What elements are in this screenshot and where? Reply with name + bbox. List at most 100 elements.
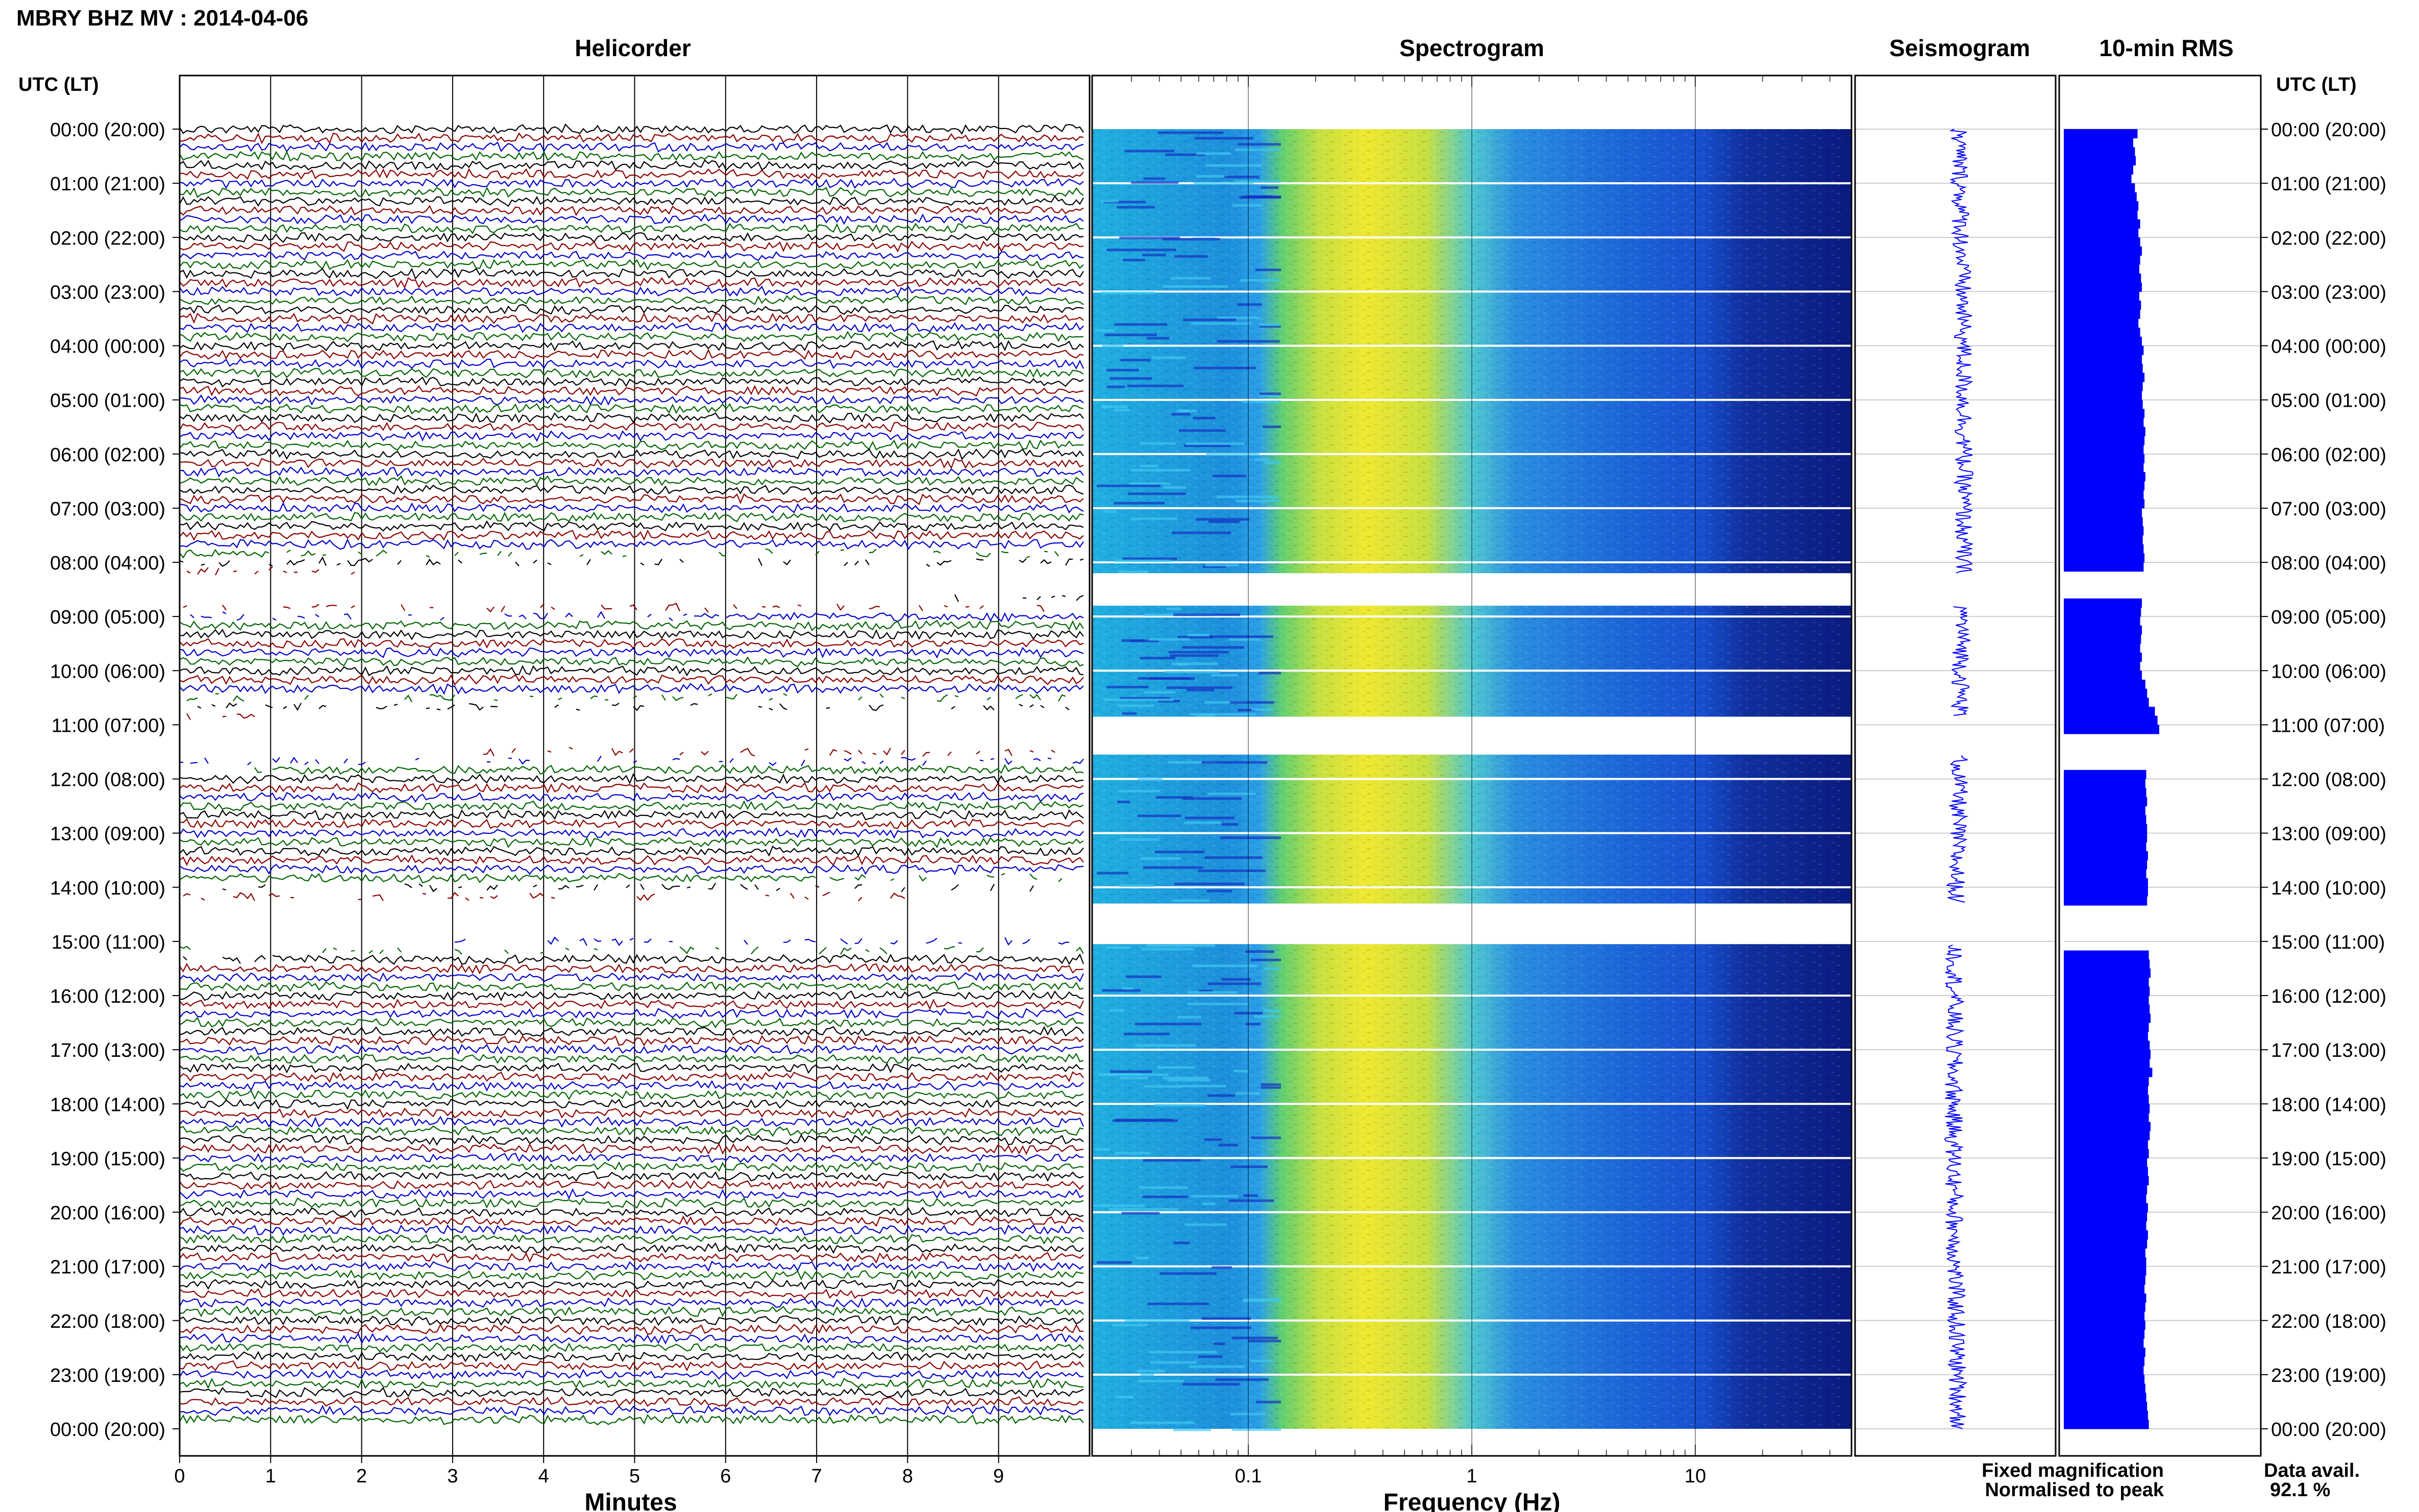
spectrogram-streak [1238, 143, 1281, 146]
spectrogram-streak [1194, 182, 1254, 185]
helicorder-trace [179, 1116, 1084, 1128]
rms-bar [2064, 1239, 2148, 1249]
spectrogram-streak [1140, 1373, 1154, 1376]
spectrogram-streak [1214, 1342, 1225, 1345]
spectrogram-streak [1261, 1086, 1281, 1089]
rms-bar [2064, 977, 2149, 987]
spectrogram-streak [1123, 259, 1145, 262]
seismogram-trace [1944, 129, 1974, 1429]
spectrogram-streak [1103, 201, 1146, 204]
spectrogram-streak [1202, 1317, 1251, 1320]
time-label-left: 00:00 (20:00) [50, 1419, 165, 1441]
spectrogram-streak [1106, 385, 1125, 388]
spectrogram-streak [1155, 796, 1193, 799]
spectrogram-streak [1240, 279, 1281, 282]
helicorder-trace [179, 367, 1084, 379]
spectrogram-streak [1202, 565, 1226, 568]
rms-bar [2064, 707, 2155, 716]
helicorder-trace [179, 1351, 1084, 1362]
spectrogram-streak [1204, 1138, 1222, 1141]
spectrogram-streak [1112, 1324, 1148, 1327]
helicorder-trace [179, 1396, 1084, 1407]
time-label-right: 10:00 (06:00) [2271, 661, 2386, 682]
time-label-left: 10:00 (06:00) [50, 661, 165, 682]
spectrogram-streak [1204, 701, 1247, 704]
spectrogram-streak [1138, 778, 1163, 781]
rms-bar [2064, 643, 2140, 653]
rms-bar [2064, 246, 2142, 256]
helicorder-trace [179, 159, 1084, 171]
helicorder-trace [179, 1323, 1084, 1335]
time-label-left: 08:00 (04:00) [50, 553, 165, 574]
helicorder-trace [179, 403, 1084, 415]
spectrogram-streak [1172, 899, 1210, 902]
spectrogram-streak [1154, 851, 1205, 854]
spectrogram-streak [1207, 982, 1262, 985]
rms-bar [2064, 274, 2141, 283]
spectrogram-streak [1251, 708, 1273, 711]
spectrogram-streak [1263, 1009, 1281, 1012]
rms-bar [2064, 1212, 2148, 1222]
rms-bar [2064, 661, 2140, 671]
helicorder-trace [483, 748, 1080, 757]
helicorder-trace [179, 791, 1084, 803]
rms-bar [2064, 526, 2144, 536]
spectrogram-streak [1177, 663, 1188, 666]
panel-frame [2058, 75, 2262, 1457]
time-label-right: 04:00 (00:00) [2271, 336, 2386, 358]
spectrogram-streak [1166, 686, 1233, 689]
spectrogram-streak [1125, 1319, 1190, 1322]
spectrogram-streak [1102, 989, 1141, 992]
helicorder-trace [179, 1197, 1084, 1209]
helicorder-trace [179, 1360, 1084, 1372]
spectrogram-streak [1234, 180, 1281, 183]
helicorder-trace [179, 520, 1084, 532]
spectrogram-streak [1173, 1428, 1211, 1431]
helicorder-trace [179, 755, 1084, 766]
helicorder-trace [187, 713, 269, 720]
rms-bar [2064, 1302, 2145, 1312]
helicorder-trace [179, 358, 1084, 370]
time-label-right: 18:00 (14:00) [2271, 1094, 2386, 1116]
spectrogram-streak [1250, 1359, 1273, 1362]
rms-bar [2064, 815, 2146, 825]
spectrogram-streak [1115, 1152, 1151, 1155]
time-label-right: 16:00 (12:00) [2271, 986, 2386, 1007]
rms-bar [2064, 616, 2140, 626]
rms-bar [2064, 382, 2143, 391]
rms-bar [2064, 1131, 2150, 1141]
helicorder-trace [954, 594, 1084, 602]
time-label-right: 17:00 (13:00) [2271, 1040, 2386, 1061]
helicorder-trace [179, 1026, 1084, 1037]
spectrogram-streak [1229, 638, 1261, 641]
spectrogram-streak [1259, 325, 1281, 328]
spectrogram-streak [1136, 1256, 1149, 1259]
helicorder-trace [179, 837, 1084, 849]
rms-bar [2064, 1410, 2148, 1420]
spectrogram-streak [1118, 789, 1161, 792]
spectrogram-streak [1130, 1421, 1195, 1424]
spectrogram-streak [1238, 709, 1256, 712]
spectrogram-streak [1130, 639, 1159, 642]
helicorder-trace [179, 854, 1084, 866]
helicorder-trace [179, 484, 1084, 496]
rms-bar [2064, 318, 2139, 328]
helicorder-trace [179, 1125, 1084, 1137]
rms-bar [2064, 1149, 2149, 1158]
helicorder-panel: 0 1 2 3 4 5 6 7 8 9 [174, 76, 1090, 1487]
rms-bar [2064, 201, 2139, 211]
time-label-left: 07:00 (03:00) [50, 499, 165, 520]
rms-bar [2064, 1393, 2146, 1402]
helicorder-trace [179, 1044, 1084, 1056]
spectrogram-streak [1096, 484, 1161, 487]
spectrogram-streak [1205, 564, 1239, 567]
spectrogram-streak [1124, 150, 1175, 153]
time-label-left: 23:00 (19:00) [50, 1365, 165, 1386]
helicorder-xtick-label: 9 [993, 1466, 1004, 1487]
spectrogram-streak [1142, 254, 1166, 257]
time-label-right: 09:00 (05:00) [2271, 607, 2386, 628]
rms-bar [2064, 950, 2149, 960]
helicorder-trace [179, 629, 1084, 640]
spectrogram-streak [1191, 1195, 1239, 1198]
seismogram-panel [1855, 129, 2056, 1429]
